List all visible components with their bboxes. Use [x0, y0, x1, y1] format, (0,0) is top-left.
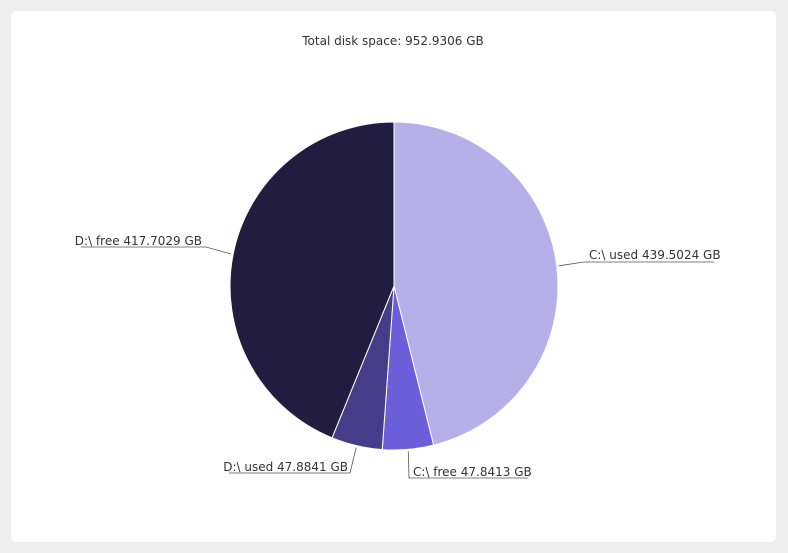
- slice-label: D:\ used 47.8841 GB: [223, 460, 348, 474]
- pie-slices: [229, 121, 559, 451]
- pie-slice: [229, 121, 395, 439]
- pie-labels: C:\ used 439.5024 GB C:\ free 47.8413 GB D…: [75, 234, 721, 479]
- chart-title: Total disk space: 952.9306 GB: [301, 34, 483, 48]
- label-leader-line: [558, 261, 714, 267]
- label-leader-line: [229, 447, 357, 474]
- label-leader-line: [407, 451, 528, 479]
- label-leader-line: [81, 246, 232, 255]
- pie-slice: [393, 121, 559, 446]
- slice-label: D:\ free 417.7029 GB: [75, 234, 202, 248]
- slice-label: C:\ used 439.5024 GB: [589, 248, 721, 262]
- slice-label: C:\ free 47.8413 GB: [413, 465, 532, 479]
